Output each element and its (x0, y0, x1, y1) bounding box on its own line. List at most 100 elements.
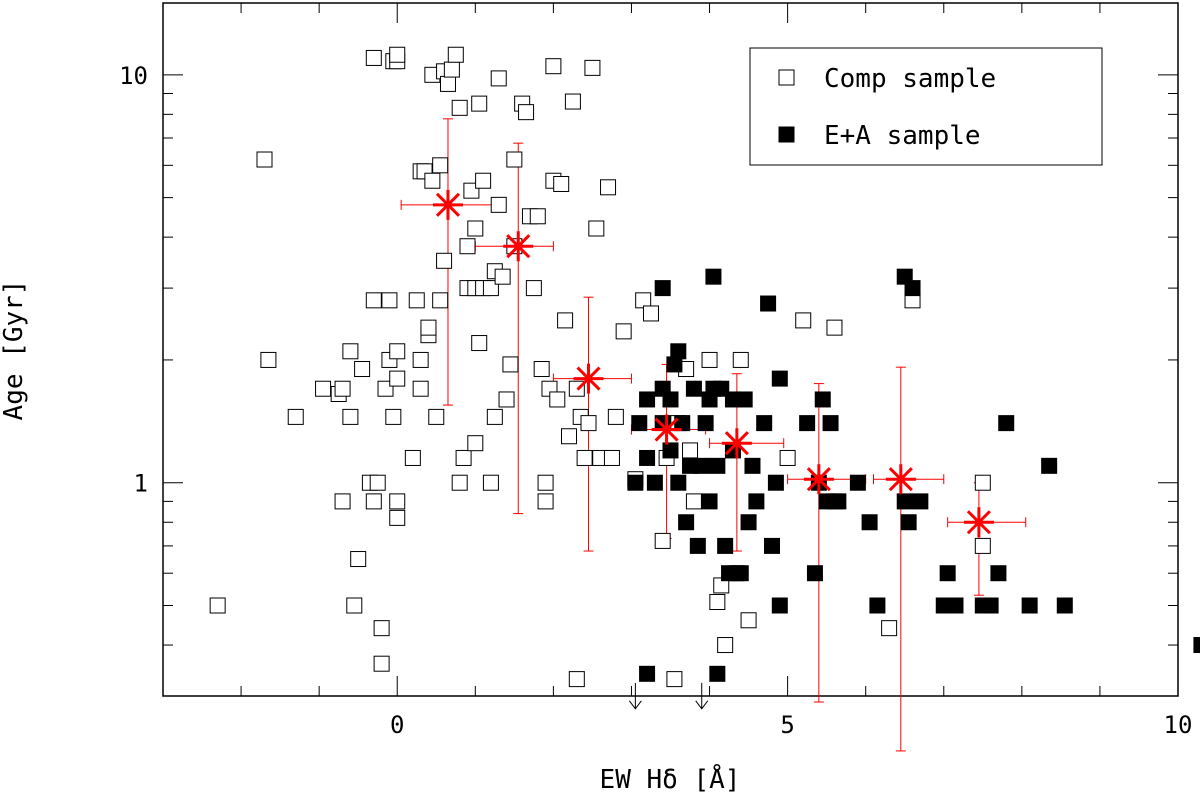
ea-sample-point (685, 380, 702, 397)
ea-sample-point (900, 514, 917, 531)
comp-sample-point (467, 220, 484, 237)
ea-sample-point (764, 537, 780, 554)
comp-sample-point (451, 99, 468, 116)
comp-sample-point (256, 151, 273, 168)
ea-sample-point (709, 457, 726, 474)
ea-sample-point (693, 457, 710, 474)
comp-sample-point (389, 370, 406, 387)
comp-sample-point (365, 292, 382, 309)
ea-sample-point (689, 537, 706, 554)
ea-sample-point (701, 493, 718, 510)
error-bars (400, 118, 1027, 752)
comp-sample-point (580, 415, 597, 432)
ea-sample-point (982, 597, 999, 614)
comp-sample-point (350, 551, 367, 568)
comp-sample-point (561, 428, 577, 445)
ea-sample-point (990, 565, 1007, 582)
comp-sample-point (615, 323, 632, 340)
ea-sample-point (861, 514, 878, 531)
comp-sample-point (568, 671, 585, 688)
comp-sample-point (502, 356, 519, 373)
comp-sample-point (607, 408, 624, 425)
ea-sample-point (1193, 637, 1200, 654)
comp-sample-point (443, 61, 460, 78)
comp-sample-point (439, 75, 456, 92)
comp-sample-point (537, 493, 554, 510)
comp-sample-point (701, 351, 718, 368)
comp-sample-point (424, 172, 441, 189)
legend-box (749, 47, 1103, 166)
comp-sample-point (881, 620, 898, 637)
mean-asterisk-point (651, 414, 682, 445)
comp-sample-point (682, 442, 699, 459)
ea-sample-point (830, 493, 847, 510)
ea-sample-point (912, 493, 929, 510)
comp-sample-point (545, 58, 562, 75)
ea-sample-point (717, 537, 734, 554)
ea-sample-point (670, 474, 687, 491)
comp-sample-point (436, 252, 453, 269)
comp-sample-point (529, 208, 546, 225)
comp-sample-point (525, 280, 542, 297)
ea-sample-point (627, 474, 644, 491)
ea-sample-point (639, 449, 656, 466)
ea-sample-point (654, 280, 671, 297)
ea-sample-point (822, 415, 839, 432)
legend-marker-comp (778, 69, 795, 86)
comp-sample-point (389, 343, 406, 360)
comp-sample-point (209, 597, 226, 614)
y-tick-label: 1 (134, 470, 148, 498)
comp-sample-point (666, 671, 683, 688)
comp-sample-point (779, 449, 796, 466)
comp-sample-point (553, 175, 570, 192)
comp-sample-point (732, 351, 749, 368)
comp-sample-point (475, 172, 492, 189)
ea-sample-point (760, 295, 777, 312)
axis-ticks (162, 3, 1179, 697)
ea-sample-point (771, 370, 788, 387)
comp-sample-point (740, 612, 757, 629)
comp-sample-point (354, 361, 371, 378)
ea-sample-point (705, 268, 722, 285)
comp-sample-point (346, 597, 363, 614)
comp-sample-point (549, 391, 566, 408)
ea-sample-point (904, 280, 921, 297)
comp-sample-point (389, 46, 406, 63)
comp-sample-point (717, 637, 734, 654)
ea-sample-point (732, 565, 749, 582)
ea-sample-point (662, 391, 679, 408)
comp-sample-point (974, 537, 991, 554)
ea-sample-point (697, 415, 714, 432)
ea-sample-point (736, 391, 753, 408)
mean-asterisk-point (573, 363, 604, 394)
comp-sample-point (334, 380, 351, 397)
comp-sample-point (342, 408, 359, 425)
comp-sample-point (315, 380, 332, 397)
comp-sample-point (490, 196, 507, 213)
ea-sample-point (1041, 457, 1058, 474)
x-axis-label: EW Hδ [Å] (600, 763, 741, 795)
comp-sample-point (451, 474, 468, 491)
comp-sample-point (420, 319, 437, 336)
mean-asterisk-point (721, 428, 752, 459)
mean-asterisk-point (503, 231, 534, 262)
ea-sample-point (678, 514, 695, 531)
comp-sample-point (537, 474, 554, 491)
comp-sample-point (467, 435, 484, 452)
upper-limit-arrows (628, 682, 709, 710)
ea-sample-point (947, 597, 964, 614)
ea-sample-point (631, 415, 648, 432)
tick-labels: 0 5 10 1 10 (119, 62, 1192, 739)
comp-sample-point (342, 343, 359, 360)
ea-sample-point (1056, 597, 1073, 614)
mean-asterisk-point (963, 507, 994, 538)
comp-sample-point (490, 70, 507, 87)
x-tick-label: 10 (1164, 711, 1193, 739)
comp-sample-point (334, 493, 351, 510)
comp-sample-point (389, 509, 406, 526)
comp-sample-point (557, 312, 574, 329)
comp-sample-point (373, 620, 390, 637)
comp-sample-point (260, 351, 277, 368)
comp-sample-point (287, 408, 304, 425)
comp-sample-point (412, 351, 429, 368)
